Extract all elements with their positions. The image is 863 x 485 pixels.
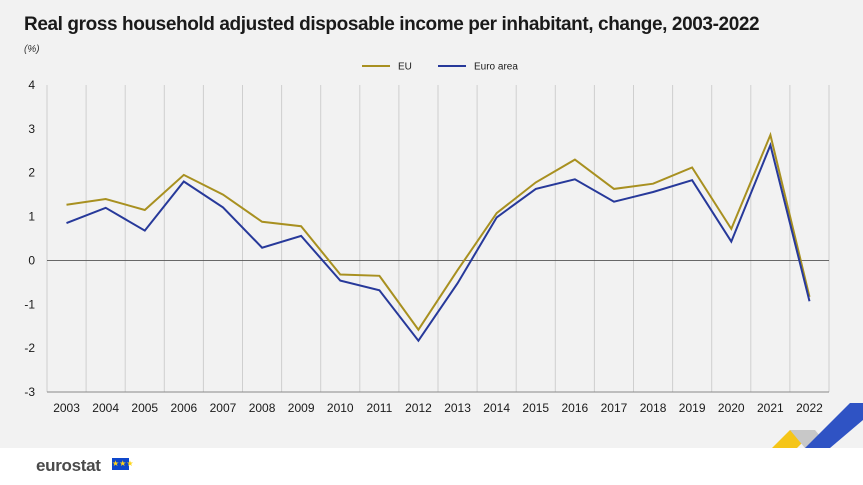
x-tick-label: 2004 — [92, 401, 119, 415]
y-tick-label: -3 — [24, 385, 35, 399]
x-tick-label: 2009 — [288, 401, 315, 415]
legend: EU Euro area — [362, 62, 518, 73]
corner-decoration — [772, 403, 863, 448]
x-tick-label: 2010 — [327, 401, 354, 415]
y-tick-label: 3 — [28, 122, 35, 136]
x-tick-label: 2008 — [249, 401, 276, 415]
line-chart: -3 -2 -1 0 1 2 3 4 2003 2004 2005 2006 2007 2008 2009 2… — [24, 62, 863, 448]
x-tick-label: 2012 — [405, 401, 432, 415]
x-tick-label: 2015 — [522, 401, 549, 415]
series-lines — [66, 131, 811, 343]
eu-flag-icon: ★★★ — [112, 458, 134, 470]
x-tick-label: 2021 — [757, 401, 784, 415]
x-tick-label: 2016 — [561, 401, 588, 415]
y-tick-label: -1 — [24, 297, 35, 311]
x-tick-label: 2007 — [210, 401, 237, 415]
legend-label-euro-area: Euro area — [474, 62, 518, 73]
x-tick-label: 2014 — [483, 401, 510, 415]
tick-labels: -3 -2 -1 0 1 2 3 4 2003 2004 2005 2006 2007 2008 2009 2… — [24, 78, 823, 415]
series-line-eu — [66, 131, 811, 332]
y-tick-label: 1 — [28, 210, 35, 224]
y-tick-label: 0 — [28, 253, 35, 267]
y-tick-label: -2 — [24, 341, 35, 355]
x-tick-label: 2017 — [601, 401, 628, 415]
axes — [47, 260, 829, 393]
x-tick-label: 2018 — [640, 401, 667, 415]
chart-title: Real gross household adjusted disposable… — [24, 14, 760, 35]
footer: eurostat ★★★ — [0, 448, 863, 485]
x-tick-label: 2003 — [53, 401, 80, 415]
x-tick-label: 2022 — [796, 401, 823, 415]
series-line-euro-area — [66, 141, 811, 343]
x-tick-label: 2005 — [131, 401, 158, 415]
y-tick-label: 4 — [28, 78, 35, 92]
x-tick-label: 2013 — [444, 401, 471, 415]
legend-label-eu: EU — [398, 62, 412, 73]
x-tick-label: 2006 — [170, 401, 197, 415]
x-tick-label: 2020 — [718, 401, 745, 415]
y-tick-label: 2 — [28, 166, 35, 180]
corner-blue-stripe — [805, 403, 863, 448]
grid-lines — [46, 85, 830, 392]
x-tick-label: 2011 — [366, 401, 392, 415]
y-axis-unit: (%) — [24, 44, 40, 55]
x-tick-label: 2019 — [679, 401, 706, 415]
eurostat-logo-text: eurostat — [36, 456, 101, 475]
